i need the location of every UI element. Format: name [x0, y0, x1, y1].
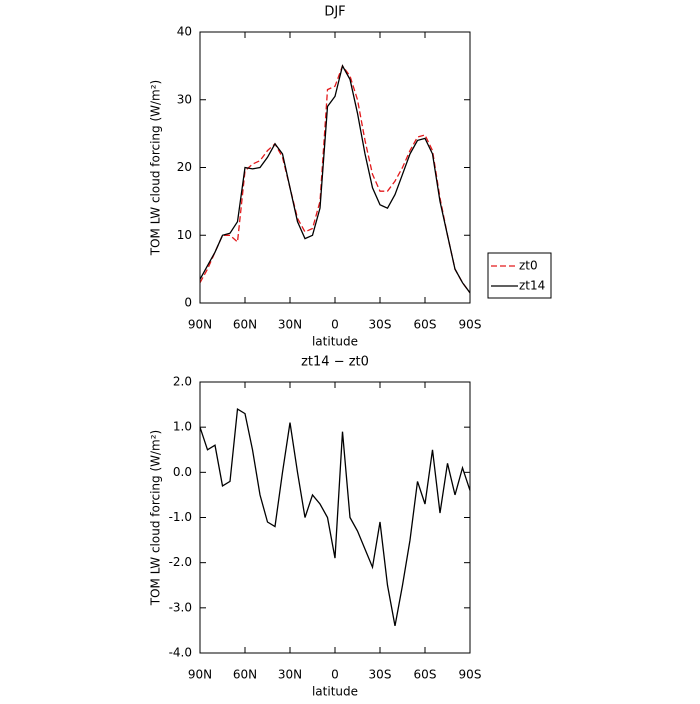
y-axis-label: TOM LW cloud forcing (W/m²) [149, 80, 163, 257]
y-tick-label: 1.0 [173, 420, 192, 434]
y-axis-label: TOM LW cloud forcing (W/m²) [149, 430, 163, 607]
chart-title: zt14 − zt0 [301, 355, 369, 370]
y-tick-label: -4.0 [169, 646, 192, 660]
x-tick-label: 30S [369, 318, 392, 332]
x-tick-label: 90S [459, 318, 482, 332]
x-tick-label: 60N [233, 318, 257, 332]
x-tick-label: 30N [278, 668, 302, 682]
data-line [199, 64, 471, 294]
y-tick-label: -1.0 [169, 510, 192, 524]
x-tick-label: 60N [233, 668, 257, 682]
y-tick-label: 10 [177, 228, 192, 242]
x-axis-label: latitude [312, 335, 358, 349]
y-tick-label: -2.0 [169, 555, 192, 569]
x-tick-label: 90N [188, 318, 212, 332]
y-tick-label: 2.0 [173, 375, 192, 389]
legend-box [487, 252, 552, 299]
data-line [199, 408, 471, 627]
y-tick-label: 0 [184, 296, 192, 310]
data-line [199, 64, 471, 294]
chart-title: DJF [324, 5, 345, 20]
x-tick-label: 90N [188, 668, 212, 682]
y-tick-label: -3.0 [169, 600, 192, 614]
plot-frame [199, 31, 471, 304]
x-tick-label: 30N [278, 318, 302, 332]
x-tick-label: 30S [369, 668, 392, 682]
y-tick-label: 40 [177, 25, 192, 39]
x-tick-label: 90S [459, 668, 482, 682]
y-tick-label: 20 [177, 160, 192, 174]
x-tick-label: 60S [414, 668, 437, 682]
x-tick-label: 0 [331, 318, 339, 332]
y-tick-label: 0.0 [173, 465, 192, 479]
x-axis-label: latitude [312, 685, 358, 699]
plot-frame [199, 381, 471, 654]
x-tick-label: 0 [331, 668, 339, 682]
y-tick-label: 30 [177, 92, 192, 106]
legend-label: zt14 [519, 279, 545, 293]
legend-label: zt0 [519, 259, 538, 273]
x-tick-label: 60S [414, 318, 437, 332]
